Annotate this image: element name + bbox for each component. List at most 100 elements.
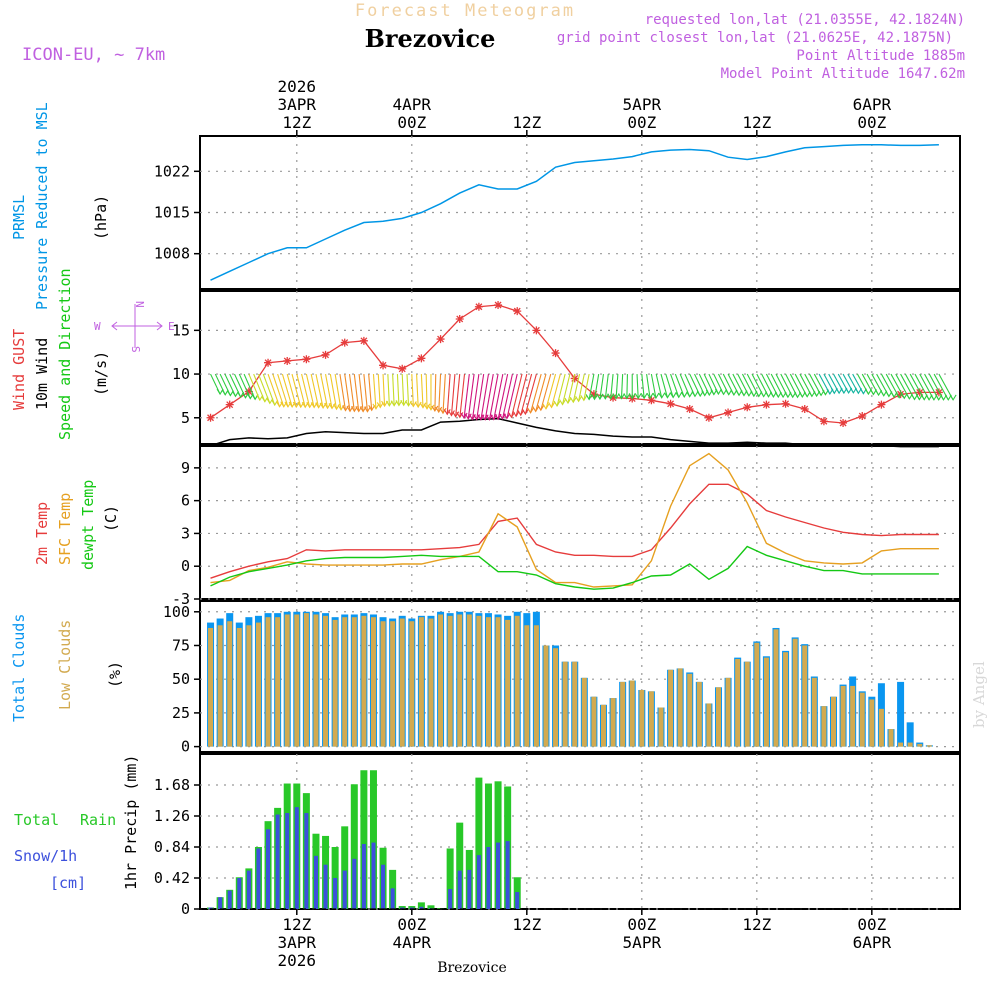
wind-arrow-head [680,391,688,399]
wind-arrow-head [580,395,588,402]
low-cloud-bar [294,614,300,747]
wind-arrow-head [669,392,677,399]
wind-direction-arrow [425,374,428,409]
temp-unit: (C) [102,505,120,532]
low-cloud-bar [668,669,674,747]
low-cloud-bar [783,652,789,747]
wind-direction-arrow [488,373,499,420]
precip-snow-bar [304,813,309,909]
wind-arrow-head [508,412,515,419]
low-cloud-bar [418,617,424,747]
low-cloud-bar [217,625,223,747]
time-label-top: 00Z [857,113,886,132]
wind-arrow-head [646,392,654,400]
wind-arrow-head [940,394,947,401]
time-label-top: 3APR [278,95,317,114]
y-tick-label: 50 [172,670,190,688]
wind-speed-line [210,417,939,448]
low-cloud-bar [878,708,884,747]
y-tick-label: -3 [172,590,190,608]
gust-marker [264,358,273,367]
wind-arrow-head [745,390,753,397]
low-cloud-bar [715,687,721,747]
wind-arrow-head [381,400,389,408]
wind-direction-arrow [506,373,518,419]
sfc-title: SFC Temp [56,493,74,565]
precip-snow-bar [486,847,491,909]
wind-direction-arrow [520,373,533,416]
wind-direction-arrow [406,374,410,406]
wind-arrow-head [840,387,848,395]
wind-arrow-head [512,410,520,418]
y-tick-label: 1015 [154,204,190,222]
low-cloud-bar [227,621,233,747]
wind-arrow-head [527,407,535,414]
time-label-top: 5APR [623,95,662,114]
y-tick-label: 0 [181,738,190,756]
wind-direction-arrow [368,374,373,411]
wind-direction-arrow [262,373,276,406]
wind-arrow-head [755,391,763,398]
wind-direction-arrow [411,374,414,407]
wind-arrow-head [720,389,728,396]
y-tick-label: 0 [181,900,190,918]
gust-marker [455,314,464,323]
wind-direction-arrow [310,373,320,408]
wind-direction-arrow [463,373,470,419]
compass-e: E [168,320,175,333]
wind-direction-arrow [286,373,297,408]
prmsl-title: PRMSL [10,195,28,240]
wind-direction-arrow [610,374,614,399]
wind-direction-arrow [476,373,485,420]
wind-arrow-head [634,393,642,400]
time-label-top: 00Z [627,113,656,132]
precip-snow-bar [457,870,462,909]
wind-arrow-head [585,394,593,401]
wind-arrow-head [769,391,777,398]
gust-marker [800,405,809,414]
low-cloud-bar [514,615,520,747]
wind-direction-arrow [550,373,561,408]
prmsl-unit: (hPa) [92,195,110,240]
low-cloud-bar [553,648,559,747]
gust-marker [609,393,618,402]
precip-total-bar [360,770,368,909]
wind-direction-arrow [497,373,509,420]
gust-marker [340,338,349,347]
wind-arrow-head [803,391,811,398]
gust-marker [283,356,292,365]
low-cloud-bar [677,668,683,747]
wind-arrow-head [640,392,648,400]
precip-total-bar [369,770,377,909]
low-cloud-bar [802,645,808,747]
precip-snow-bar [476,855,481,909]
gust-marker [398,364,407,373]
wind-arrow-head [849,387,857,394]
precip-rain-label: Rain [80,811,116,829]
wind-direction-arrow [243,373,256,400]
wind-arrow-head [895,392,903,399]
low-cloud-bar [495,617,501,747]
wind-arrow-head [920,394,928,401]
low-cloud-bar [505,619,511,747]
wind-direction-arrow [416,374,419,408]
wind-direction-arrow [572,373,581,403]
low-cloud-bar [457,614,463,747]
low-cloud-bar [687,673,693,747]
wind-direction-arrow [530,373,542,413]
precip-snow-bar [275,814,280,909]
wind-arrow-head [395,400,403,407]
wind-arrow-head [372,403,380,410]
gust-title: Wind GUST [10,329,28,410]
low-clouds-title: Low Clouds [56,620,74,710]
precip-snow-bar [246,870,251,909]
gust-marker [359,336,368,345]
precip-total-bar [350,784,358,909]
low-cloud-bar [840,685,846,747]
wind-direction-arrow [484,373,494,420]
low-cloud-bar [265,617,271,747]
wind-arrow-head [835,387,843,395]
low-cloud-bar [706,703,712,747]
y-tick-label: 100 [163,603,190,621]
low-cloud-bar [763,657,769,747]
